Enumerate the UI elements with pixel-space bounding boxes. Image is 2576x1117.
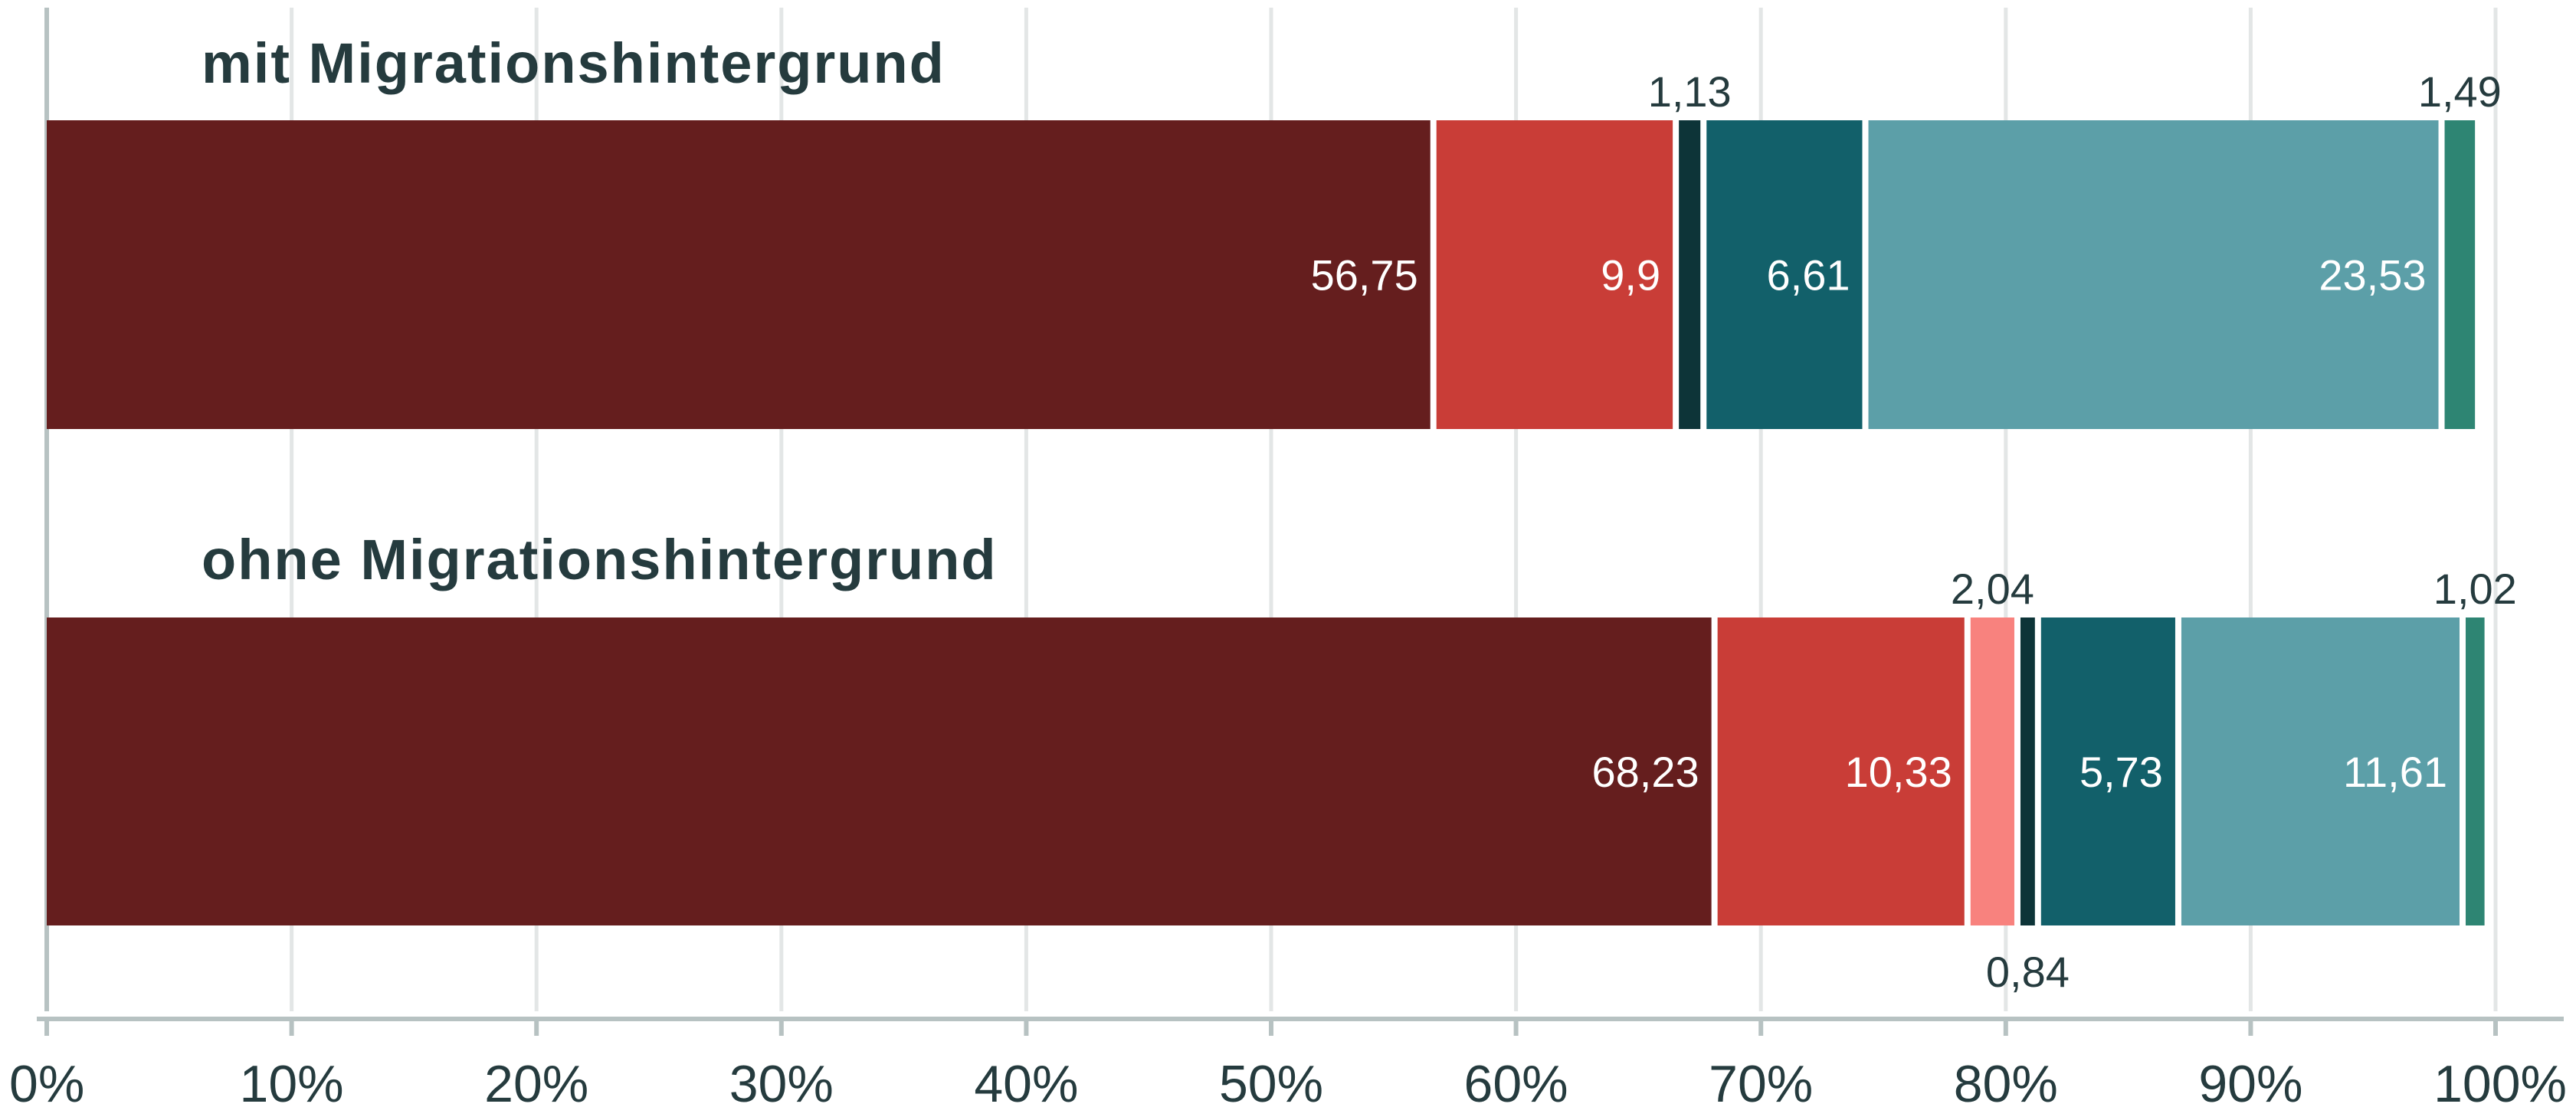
bar-segment bbox=[2020, 617, 2035, 925]
bar-segment bbox=[1970, 617, 2014, 925]
x-tick-label: 70% bbox=[1709, 1055, 1813, 1113]
x-tick-label: 40% bbox=[974, 1055, 1078, 1113]
data-label: 68,23 bbox=[1591, 748, 1699, 796]
x-tick-label: 10% bbox=[240, 1055, 344, 1113]
data-label: 23,53 bbox=[2319, 251, 2426, 300]
data-label: 2,04 bbox=[1951, 565, 2034, 613]
x-tick-label: 30% bbox=[729, 1055, 834, 1113]
bar-segment bbox=[47, 617, 1712, 925]
x-tick-label: 100% bbox=[2433, 1055, 2567, 1113]
data-label: 9,9 bbox=[1601, 251, 1660, 300]
bar-title: mit Migrationshintergrund bbox=[202, 31, 946, 95]
x-tick-label: 60% bbox=[1464, 1055, 1568, 1113]
x-tick-label: 0% bbox=[9, 1055, 84, 1113]
data-label: 5,73 bbox=[2079, 748, 2163, 796]
bar-segment bbox=[1868, 120, 2439, 429]
x-axis: 0% 10% 20% 30% 40% 50% 60% 70% 80% 90% 100% bbox=[9, 1017, 2567, 1113]
data-label: 0,84 bbox=[1986, 948, 2070, 996]
bar-segment bbox=[1706, 120, 1863, 429]
bar-segment bbox=[1436, 120, 1673, 429]
x-tick-label: 20% bbox=[484, 1055, 588, 1113]
bar-segment bbox=[2466, 617, 2485, 925]
bar-segment bbox=[2444, 120, 2476, 429]
data-label: 1,49 bbox=[2418, 67, 2502, 116]
bar-segment bbox=[1679, 120, 1701, 429]
bar-segment bbox=[2040, 617, 2175, 925]
x-tick-label: 80% bbox=[1954, 1055, 2058, 1113]
data-label: 11,61 bbox=[2343, 748, 2447, 796]
data-label: 56,75 bbox=[1311, 251, 1418, 300]
bar-title: ohne Migrationshintergrund bbox=[202, 528, 998, 591]
data-label: 10,33 bbox=[1845, 748, 1952, 796]
data-label: 6,61 bbox=[1767, 251, 1850, 300]
data-label: 1,02 bbox=[2433, 565, 2517, 613]
data-label: 1,13 bbox=[1648, 67, 1732, 116]
x-tick-label: 90% bbox=[2198, 1055, 2302, 1113]
bar-segment bbox=[1717, 617, 1965, 925]
x-tick-label: 50% bbox=[1219, 1055, 1323, 1113]
bar-segment bbox=[2181, 617, 2460, 925]
bar-segment bbox=[47, 120, 1431, 429]
bars: mit Migrationshintergrund 56,75 9,9 1,13 6,6… bbox=[47, 31, 2517, 996]
